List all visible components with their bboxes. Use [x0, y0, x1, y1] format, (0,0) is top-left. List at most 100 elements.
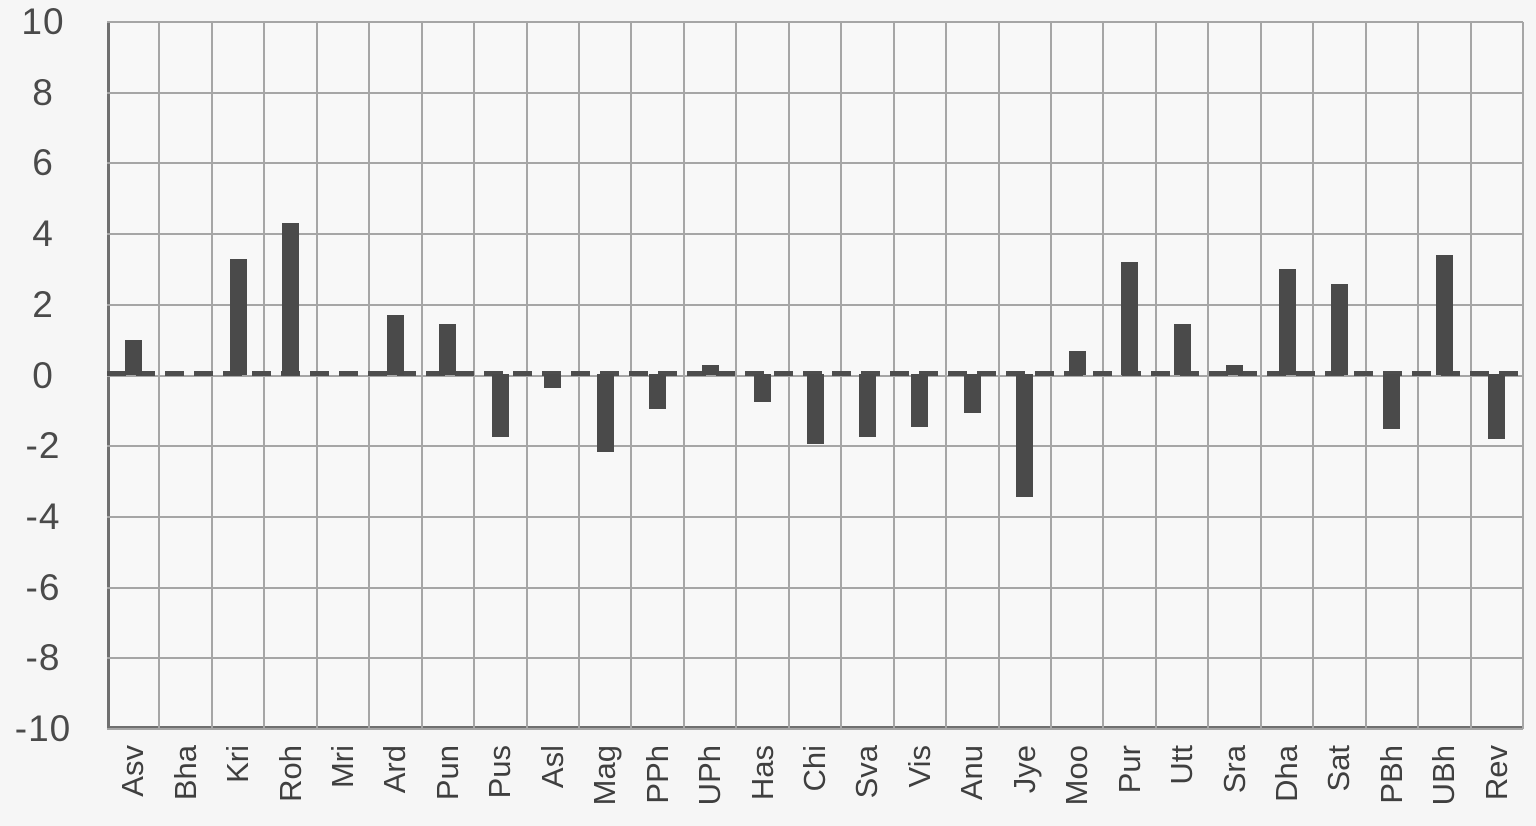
x-category-label: Jye [1006, 745, 1042, 794]
v-gridline [1207, 22, 1210, 729]
x-category-label: Mag [587, 745, 623, 806]
x-category-label: Has [744, 745, 780, 801]
x-category-label: UBh [1426, 745, 1462, 806]
bar-pbh [1383, 373, 1401, 429]
v-gridline [1469, 22, 1472, 729]
v-gridline [735, 22, 738, 729]
bar-ubh [1435, 255, 1453, 376]
bar-utt [1173, 324, 1191, 376]
x-category-label: PBh [1373, 745, 1409, 804]
v-gridline [473, 22, 476, 729]
x-category-label: Dha [1269, 745, 1304, 802]
v-gridline [997, 22, 1000, 729]
x-category-label: Asv [115, 745, 151, 797]
x-category-label: Mri [325, 745, 360, 789]
v-gridline [1154, 22, 1157, 729]
h-gridline [107, 303, 1523, 306]
bar-pus [491, 373, 509, 438]
x-category-label: Bha [167, 745, 203, 801]
bar-roh [282, 223, 300, 376]
x-category-label: Chi [797, 745, 832, 792]
h-gridline [107, 162, 1523, 165]
y-tick-label: 8 [32, 71, 54, 113]
y-tick-label: 6 [32, 142, 54, 184]
bar-has [754, 373, 772, 402]
bar-jye [1016, 373, 1034, 498]
bar-sra [1226, 364, 1244, 376]
x-category-label: Sat [1321, 745, 1357, 792]
v-gridline [315, 22, 318, 729]
x-category-label: Sra [1216, 745, 1252, 794]
h-gridline [107, 657, 1523, 660]
x-category-label: Pur [1111, 745, 1147, 794]
v-gridline [1364, 22, 1367, 729]
h-gridline [107, 728, 1523, 730]
v-gridline [840, 22, 843, 729]
bar-asl [544, 373, 562, 388]
bar-sat [1330, 283, 1348, 376]
v-gridline [787, 22, 790, 729]
bar-asv [124, 340, 142, 376]
x-category-label: Pus [482, 745, 518, 799]
y-tick-label: -6 [25, 566, 61, 608]
v-gridline [1417, 22, 1420, 729]
v-gridline [1522, 22, 1524, 729]
h-gridline [107, 445, 1523, 448]
bar-dha [1278, 269, 1296, 376]
bar-pun [439, 324, 457, 376]
x-category-label: Anu [954, 745, 990, 801]
bar-chi [806, 373, 824, 445]
y-tick-label: -2 [25, 425, 61, 467]
h-gridline [107, 586, 1523, 589]
y-tick-label: 10 [21, 1, 65, 42]
h-gridline [107, 21, 1523, 23]
x-category-label: Vis [901, 745, 937, 788]
bar-pur [1121, 262, 1139, 376]
x-category-label: Sva [849, 745, 885, 799]
v-gridline [420, 22, 423, 729]
bar-mag [596, 373, 614, 452]
v-gridline [210, 22, 213, 729]
h-gridline [107, 515, 1523, 518]
v-gridline [682, 22, 685, 729]
x-category-label: Kri [220, 745, 256, 783]
v-gridline [945, 22, 948, 729]
y-tick-label: -8 [25, 637, 61, 679]
h-gridline [107, 91, 1523, 94]
y-tick-label: 0 [32, 354, 54, 396]
y-tick-label: -10 [14, 708, 72, 749]
v-gridline [1102, 22, 1105, 729]
bar-vis [911, 373, 929, 427]
v-gridline [578, 22, 580, 729]
v-gridline [525, 22, 528, 729]
x-category-label: Moo [1059, 745, 1095, 806]
v-gridline [630, 22, 633, 729]
x-category-label: Rev [1478, 745, 1514, 801]
y-tick-label: 4 [32, 213, 54, 255]
v-gridline [158, 22, 161, 729]
bar-sva [858, 373, 876, 438]
v-gridline [1312, 22, 1315, 729]
x-category-label: PPh [639, 745, 675, 804]
bar-uph [701, 364, 719, 376]
v-gridline [1259, 22, 1262, 729]
bar-ard [386, 315, 404, 376]
y-tick-label: 2 [32, 283, 54, 325]
zero-baseline [107, 370, 1523, 376]
x-category-label: Asl [534, 745, 570, 789]
bar-rev [1488, 373, 1506, 440]
x-category-label: Ard [377, 745, 413, 794]
bar-pph [649, 373, 667, 410]
x-category-label: Utt [1164, 745, 1200, 785]
bar-anu [963, 373, 981, 413]
h-gridline [107, 233, 1523, 236]
x-category-label: UPh [692, 745, 728, 806]
x-category-label: Pun [429, 745, 465, 801]
y-tick-label: -4 [25, 495, 61, 537]
v-gridline [1050, 22, 1052, 729]
bar-kri [229, 258, 247, 376]
x-category-label: Roh [272, 745, 308, 802]
v-gridline [892, 22, 895, 729]
v-gridline [368, 22, 371, 729]
